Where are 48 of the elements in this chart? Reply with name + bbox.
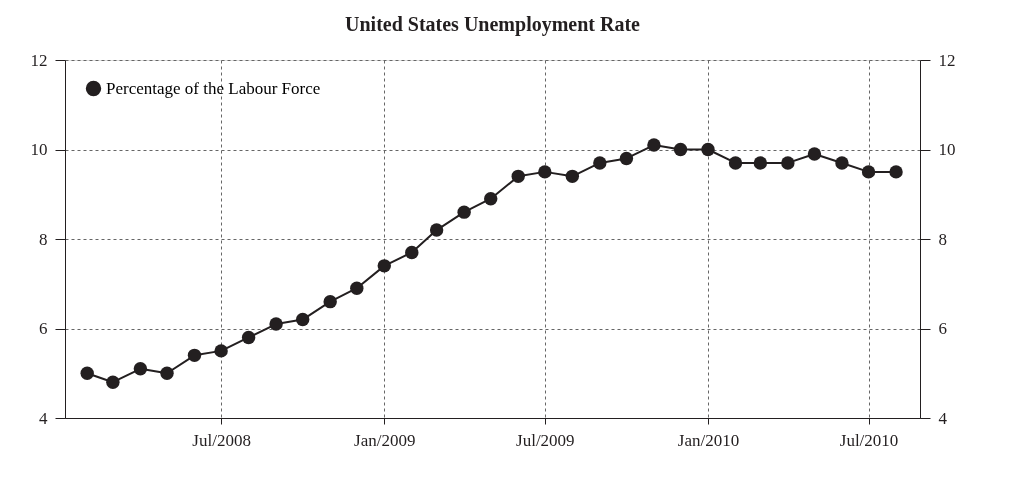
point [269,317,283,331]
y2-tick-label: 12 [938,50,956,70]
point [457,205,471,219]
point [133,362,148,376]
point [350,281,364,295]
x-tick-label: Jan/2010 [677,430,740,450]
point [701,142,715,157]
y2-tick-label: 8 [938,229,947,249]
point [160,366,174,380]
point [807,147,822,161]
point [673,142,688,157]
point [861,165,876,179]
y-tick-label: 4 [39,408,48,428]
y-tick-label: 10 [30,140,48,159]
y2-tick-label: 4 [938,408,948,428]
point [214,344,228,358]
x-tick-label: Jul/2008 [192,430,251,450]
point [187,348,202,363]
point [619,151,634,166]
y2-tick-label: 10 [938,140,956,159]
legend-label: Percentage of the Labour Force [106,78,321,98]
point [511,169,525,184]
point [753,156,768,170]
y2-tick-label: 6 [938,319,947,338]
chart-title: United States Unemployment Rate [345,13,641,36]
point [80,366,94,380]
x-tick-label: Jan/2009 [354,430,416,450]
point [835,156,849,170]
point [538,165,552,179]
point [593,156,607,170]
point [565,169,580,184]
point [106,375,120,389]
y-tick-label: 12 [30,50,48,70]
point [295,312,310,327]
y-tick-label: 6 [39,319,48,338]
y-tick-label: 8 [39,229,48,249]
point [647,138,661,152]
point [241,330,256,345]
x-tick-label: Jul/2009 [516,430,575,450]
point [405,245,419,260]
point [429,223,444,237]
point [889,165,903,179]
point [323,294,337,309]
point [781,156,795,170]
point [728,156,743,170]
x-tick-label: Jul/2010 [839,430,899,450]
point [377,259,391,273]
point [484,192,498,206]
